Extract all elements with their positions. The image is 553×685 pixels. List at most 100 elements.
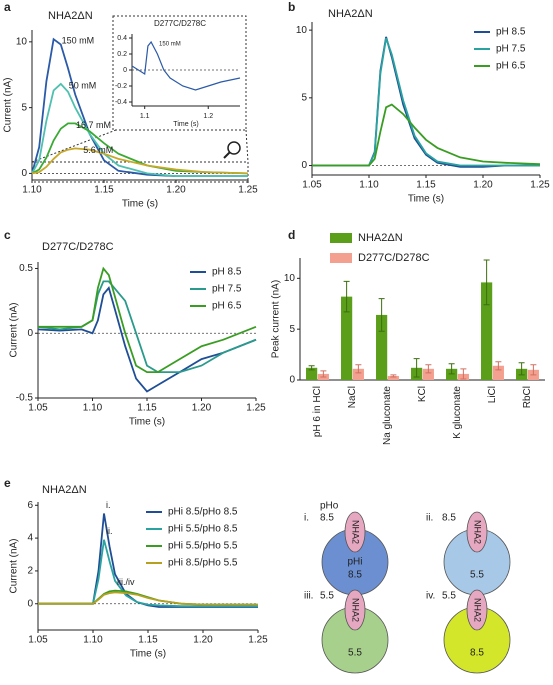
panel-letter: d [288,228,295,242]
bar [446,368,458,380]
transporter-label: NHA2 [351,520,361,544]
series-line [31,147,249,175]
x-tick-label: pH 6 in HCl [312,386,323,437]
error-bar [390,374,397,378]
inside-ph: 8.5 [470,648,484,659]
series-label: 50 mM [69,80,97,90]
x-tick-label: 1.25 [530,180,550,191]
y-tick-label: 0.4 [117,35,127,42]
error-bar [483,259,490,306]
error-bar [460,368,467,380]
error-bar [495,361,502,371]
legend-label: pH 8.5 [496,27,526,38]
panel-letter: b [288,0,295,14]
panel-letter: c [4,228,11,242]
transporter-label: NHA2 [473,598,483,622]
y-tick-label: 0 [301,160,307,171]
error-bar [378,298,385,332]
y-tick-label: 0.2 [117,51,127,58]
transporter-label: NHA2 [351,598,361,622]
y-tick-label: 0 [27,598,33,609]
x-tick-label: 1.10 [83,635,103,646]
outside-ph-name: pHo [320,501,339,512]
inside-ph-name: pHi [347,557,362,568]
panel-letter: e [4,476,11,490]
outside-ph: 8.5 [320,513,334,524]
legend-label: pHi 5.5/pHo 8.5 [168,524,238,535]
error-bar [308,365,315,371]
bar [481,282,493,380]
x-tick-label: 1.15 [138,635,158,646]
cell-label: i. [304,513,309,524]
magnifier-handle [223,151,231,159]
x-tick-label: KCl [417,386,428,402]
x-axis-label: Time (s) [173,121,198,128]
legend-swatch [330,253,352,263]
error-bar [425,364,432,374]
chart-title: D277C/D278C [154,19,206,28]
x-tick-label: 1.15 [94,185,114,196]
y-tick-label: 5 [21,102,27,113]
chart-title: NHA2ΔN [42,484,87,496]
x-tick-label: 1.05 [28,635,48,646]
y-tick-label: 0.5 [19,263,33,274]
x-tick-label: 1.10 [22,185,42,196]
x-tick-label: 1.10 [359,180,379,191]
series-label: 150 mM [159,42,181,48]
legend-label: D277C/D278C [358,252,430,264]
chart-title: D277C/D278C [42,241,114,253]
x-tick-label: 1.2 [203,113,213,120]
legend-label: pH 8.5 [212,267,242,278]
transporter [344,589,366,631]
inside-ph: 8.5 [348,570,362,581]
legend-label: pH 6.5 [496,61,526,72]
x-tick-label: 1.20 [473,180,493,191]
y-tick-label: -0.4 [115,99,127,106]
y-tick-label: -0.5 [16,393,34,404]
series-line [31,82,248,177]
x-tick-label: 1.10 [83,403,103,414]
series-line [131,40,241,91]
transporter-label: NHA2 [473,520,483,544]
bar [387,375,399,380]
y-tick-label: 10 [284,273,296,284]
y-axis-label: Peak current (nA) [271,280,282,358]
legend-label: pHi 5.5/pHo 5.5 [168,541,238,552]
legend-label: pHi 8.5/pHo 8.5 [168,507,238,518]
annotation: iii./iv [117,577,135,587]
legend-label: pH 7.5 [496,44,526,55]
series-line [38,539,258,608]
series-label: 150 mM [62,36,95,46]
x-tick-label: 1.20 [193,635,213,646]
x-tick-label: 1.15 [416,180,436,191]
panel-letter: a [4,0,11,14]
x-tick-label: 1.20 [192,403,212,414]
chart-title: NHA2ΔN [328,8,373,20]
error-bar [355,364,362,374]
bar [306,367,318,380]
error-bar [448,363,455,375]
y-axis-label: Current (nA) [9,302,20,357]
x-axis-label: Time (s) [129,417,165,428]
y-tick-label: 0 [21,168,27,179]
annotation: ii. [106,526,113,536]
x-axis-label: Time (s) [122,199,158,210]
bar [492,365,504,380]
series-label: 16.7 mM [76,120,111,130]
legend-label: NHA2ΔN [358,232,403,244]
zoom-connector [245,129,249,163]
annotation: i. [106,500,111,510]
x-tick-label: 1.25 [248,635,268,646]
cell-label: ii. [426,513,433,524]
y-tick-label: 0 [27,328,33,339]
outside-ph: 5.5 [320,591,334,602]
transporter [344,511,366,553]
series-line [37,286,257,393]
magnifier-icon [227,141,241,155]
legend-label: pHi 8.5/pHo 5.5 [168,558,238,569]
error-bar [530,364,537,376]
error-bar [413,358,420,378]
x-tick-label: LiCl [487,386,498,403]
y-tick-label: 5 [289,324,295,335]
